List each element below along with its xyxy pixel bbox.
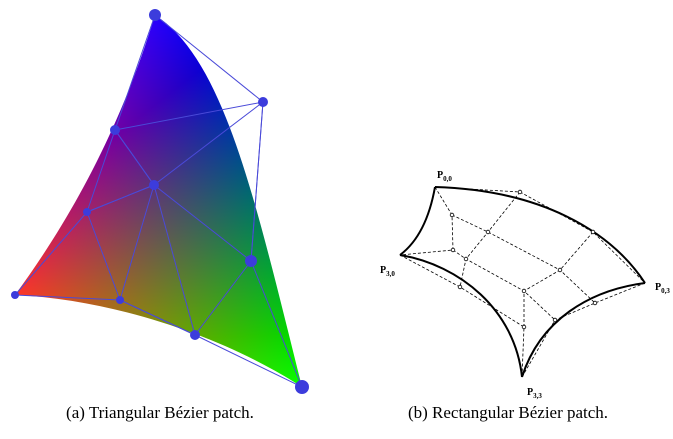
caption: (a) Triangular Bézier patch.: [66, 403, 254, 422]
figure: P0,0 P3,0 P0,3 P3,3 (a) Triangular Bézie…: [0, 0, 673, 439]
point-label: P3,0: [380, 265, 395, 278]
point-label: P0,0: [437, 170, 452, 183]
point-label: P0,3: [655, 282, 670, 295]
figure-canvas: P0,0 P3,0 P0,3 P3,3 (a) Triangular Bézie…: [0, 0, 673, 439]
triangular-patch: [0, 0, 320, 400]
rectangular-patch: [400, 187, 645, 377]
caption: (b) Rectangular Bézier patch.: [408, 403, 608, 422]
point-label: P3,3: [527, 387, 542, 400]
